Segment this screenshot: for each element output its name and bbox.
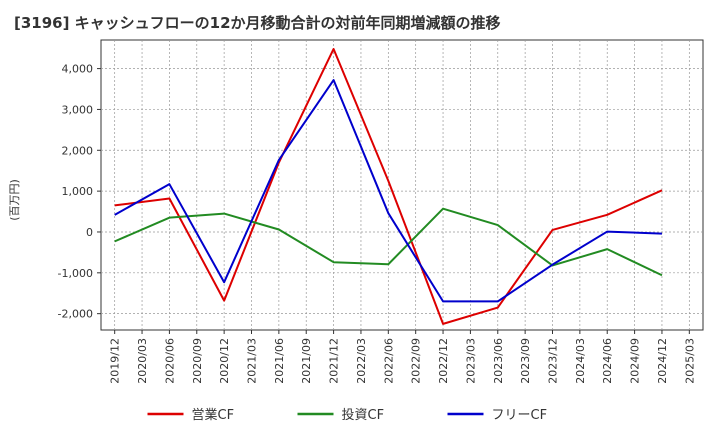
legend: 営業CF 投資CF フリーCF <box>147 407 548 423</box>
x-tick-label: 2023/09 <box>519 338 532 384</box>
series-line <box>114 207 663 277</box>
y-axis-label: (百万円) <box>8 179 21 221</box>
x-tick-label: 2021/09 <box>300 338 313 384</box>
y-tick-label: 2,000 <box>62 144 94 157</box>
x-tick-label: 2020/09 <box>191 338 204 384</box>
series-lines <box>114 47 663 325</box>
x-tick-label: 2020/12 <box>218 338 231 384</box>
x-tick-label: 2023/06 <box>492 338 505 384</box>
x-tick-label: 2021/03 <box>246 338 259 384</box>
legend-label: 営業CF <box>192 407 235 423</box>
x-tick-label: 2022/03 <box>355 338 368 384</box>
grid-lines <box>101 40 703 330</box>
x-tick-label: 2023/12 <box>547 338 560 384</box>
x-tick-label: 2024/06 <box>601 338 614 384</box>
chart-title: [3196] キャッシュフローの12か月移動合計の対前年同期増減額の推移 <box>14 14 501 32</box>
x-tick-label: 2024/09 <box>629 338 642 384</box>
x-tick-label: 2022/09 <box>410 338 423 384</box>
y-tick-label: 4,000 <box>62 63 94 76</box>
x-tick-label: 2022/12 <box>437 338 450 384</box>
series-line <box>114 47 663 325</box>
x-tick-label: 2021/12 <box>328 338 341 384</box>
y-tick-label: -2,000 <box>58 308 93 321</box>
x-tick-label: 2020/03 <box>136 338 149 384</box>
x-tick-label: 2025/03 <box>683 338 696 384</box>
x-axis-ticks: 2019/12 2020/03 2020/06 2020/09 2020/12 2021/… <box>109 330 696 384</box>
x-tick-label: 2021/06 <box>273 338 286 384</box>
x-tick-label: 2024/12 <box>656 338 669 384</box>
x-tick-label: 2019/12 <box>109 338 122 384</box>
x-tick-label: 2023/03 <box>464 338 477 384</box>
y-tick-label: 0 <box>86 226 93 239</box>
legend-label: フリーCF <box>492 408 548 423</box>
y-tick-label: -1,000 <box>58 267 93 280</box>
y-tick-label: 1,000 <box>62 185 94 198</box>
y-tick-label: 3,000 <box>62 103 94 116</box>
legend-label: 投資CF <box>342 407 385 423</box>
plot-area <box>100 39 704 331</box>
series-line <box>114 79 662 303</box>
x-tick-label: 2020/06 <box>163 338 176 384</box>
y-axis-ticks: -2,000 -1,000 0 1,000 2,000 3,000 4,000 <box>58 63 101 321</box>
x-tick-label: 2022/06 <box>382 338 395 384</box>
x-tick-label: 2024/03 <box>574 338 587 384</box>
